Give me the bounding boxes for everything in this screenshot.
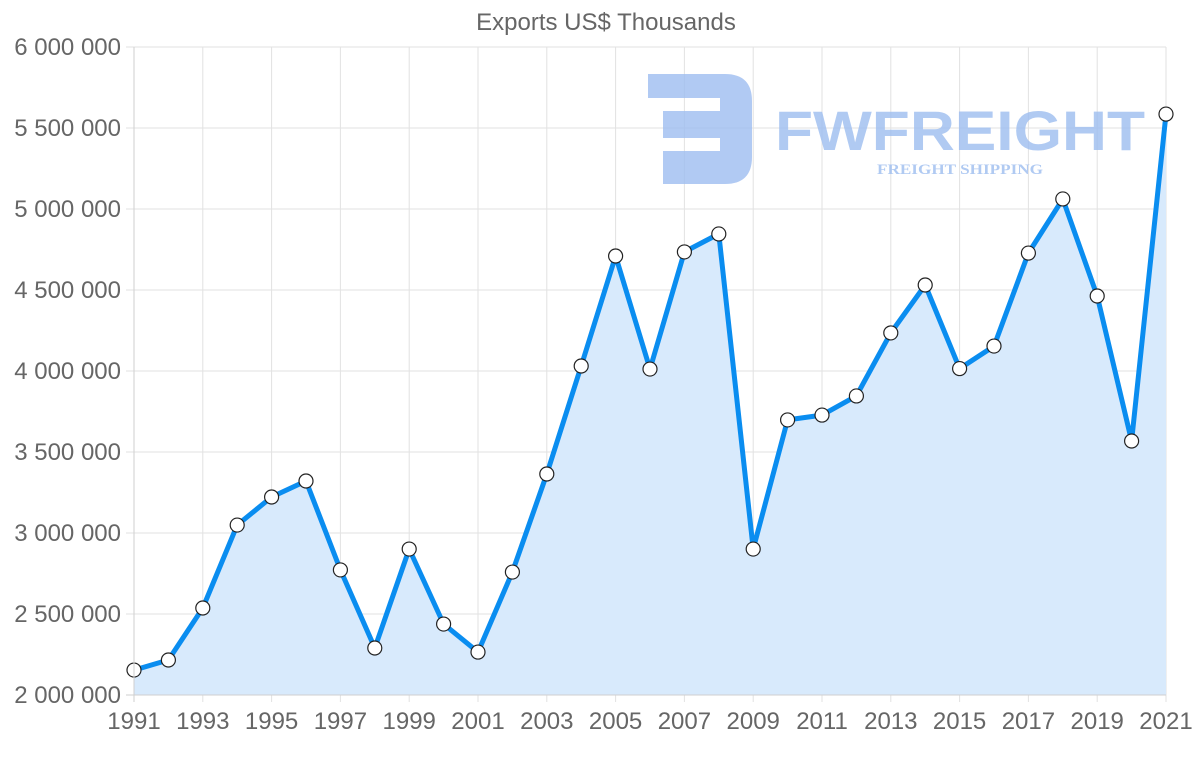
y-tick-label: 5 500 000	[14, 115, 121, 142]
data-point-marker	[1020, 245, 1037, 261]
data-point-marker	[745, 541, 761, 557]
data-point-marker	[642, 361, 658, 377]
fwfreight-logo-icon	[648, 74, 752, 184]
x-tick-label: 1997	[314, 708, 367, 735]
area-fill-path	[134, 114, 1166, 696]
data-point-marker	[229, 517, 245, 533]
y-tick-label: 3 500 000	[14, 439, 121, 466]
x-tick-label: 2013	[864, 708, 917, 735]
watermark-tagline-text: FREIGHT SHIPPING	[877, 162, 1043, 178]
data-point-marker	[848, 388, 865, 404]
data-point-marker	[401, 541, 417, 557]
data-point-marker	[607, 248, 624, 264]
x-tick-label: 1991	[107, 708, 160, 735]
data-point-marker	[573, 358, 589, 374]
watermark-brand-text: FWFREIGHT	[775, 99, 1145, 162]
y-tick-label: 6 000 000	[14, 34, 121, 61]
data-point-marker	[986, 338, 1002, 354]
data-point-marker	[367, 640, 383, 656]
x-tick-label: 2009	[727, 708, 780, 735]
y-tick-label: 2 000 000	[14, 682, 121, 709]
x-tick-label: 2001	[451, 708, 504, 735]
chart-title: Exports US$ Thousands	[476, 9, 736, 36]
x-tick-label: 2021	[1139, 708, 1192, 735]
data-point-marker	[1158, 106, 1174, 122]
data-point-marker	[436, 616, 452, 632]
data-point-marker	[264, 489, 280, 505]
x-tick-label: 2005	[589, 708, 642, 735]
data-point-marker	[332, 562, 348, 578]
data-point-marker	[539, 466, 555, 482]
data-point-marker	[1055, 191, 1071, 207]
data-point-marker	[883, 325, 899, 341]
x-tick-label: 2017	[1002, 708, 1055, 735]
data-point-marker	[1123, 433, 1140, 449]
x-tick-label: 2007	[658, 708, 711, 735]
data-point-marker	[470, 644, 486, 660]
x-tick-label: 1999	[383, 708, 436, 735]
axes: 2 000 000 2 500 000 3 000 000 3 500 000 4 00…	[14, 34, 1192, 735]
y-tick-label: 4 000 000	[14, 358, 121, 385]
y-tick-label: 4 500 000	[14, 277, 121, 304]
data-point-marker	[1089, 288, 1105, 304]
y-tick-label: 5 000 000	[14, 196, 121, 223]
data-markers	[126, 106, 1174, 678]
x-tick-label: 1993	[176, 708, 229, 735]
x-tick-label: 2015	[933, 708, 986, 735]
area-fill	[134, 114, 1166, 696]
data-point-marker	[676, 244, 693, 260]
data-point-marker	[711, 226, 727, 242]
data-point-marker	[779, 412, 796, 428]
data-point-marker	[298, 473, 314, 489]
y-tick-label: 2 500 000	[14, 601, 121, 628]
y-tick-label: 3 000 000	[14, 520, 121, 547]
x-tick-label: 2019	[1071, 708, 1124, 735]
x-tick-label: 2011	[796, 708, 848, 735]
x-tick-label: 1995	[245, 708, 298, 735]
data-point-marker	[917, 277, 933, 293]
data-point-marker	[951, 360, 968, 377]
fwfreight-watermark: FWFREIGHT FREIGHT SHIPPING	[648, 74, 1145, 184]
data-point-marker	[814, 407, 830, 423]
data-point-marker	[195, 600, 211, 616]
data-point-marker	[504, 564, 521, 580]
x-tick-label: 2003	[520, 708, 573, 735]
data-point-marker	[160, 652, 176, 668]
